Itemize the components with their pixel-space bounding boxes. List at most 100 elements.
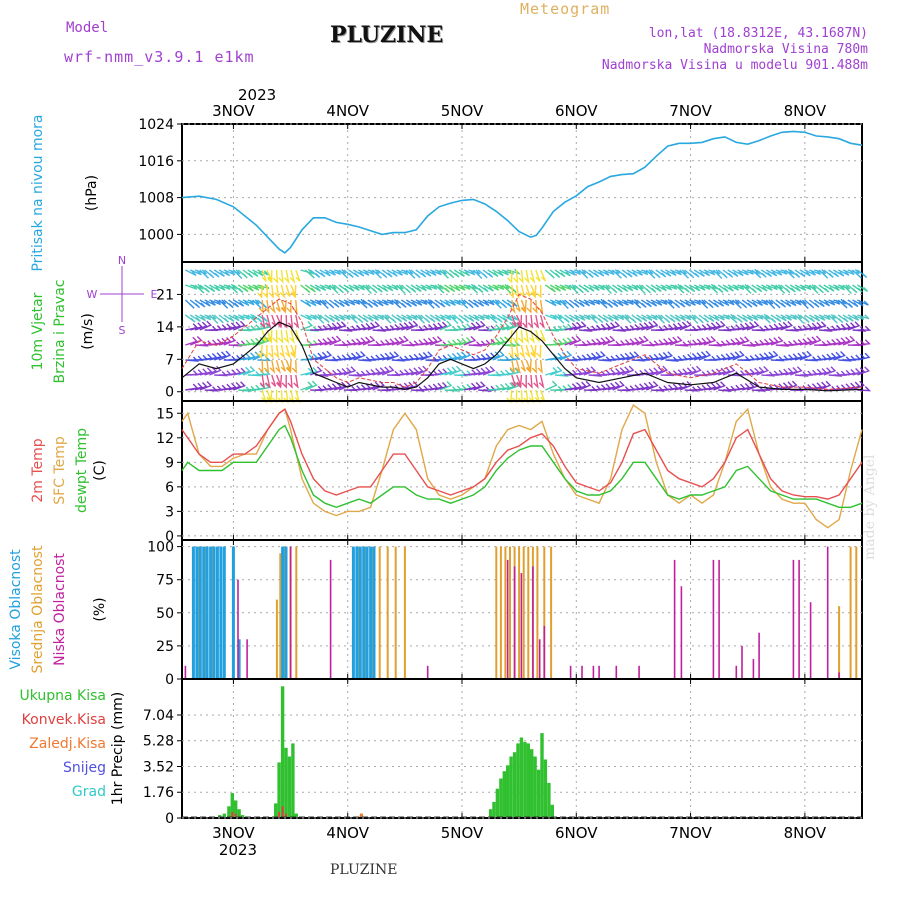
wind-barb [722, 313, 738, 320]
wind-barb [646, 367, 660, 376]
wind-barb [424, 299, 435, 309]
wind-barb [415, 284, 427, 292]
wind-barb [533, 374, 539, 389]
wind-barb [401, 269, 414, 275]
wind-barb [367, 269, 380, 275]
wind-barb [319, 337, 333, 346]
wind-barb [333, 284, 344, 294]
y-tick-label: 15 [156, 406, 174, 422]
wind-barb [278, 329, 284, 344]
wind-barb [515, 359, 522, 374]
wind-barb [549, 314, 563, 320]
wind-barb [439, 284, 450, 293]
wind-barb [641, 381, 655, 391]
wind-barb [223, 322, 237, 331]
cloud-low-bar [712, 559, 715, 678]
wind-barb [415, 314, 425, 324]
wind-barb [439, 299, 451, 307]
precip-conv-bar [278, 812, 281, 817]
wind-barb [785, 367, 799, 376]
wind-barb [518, 329, 524, 344]
cloud-low-bar [246, 639, 248, 678]
y-axis-label: dewpt Temp [74, 428, 90, 513]
wind-barb [650, 299, 663, 306]
precip-total-bar [492, 801, 496, 817]
cloud-low-bar [826, 546, 829, 678]
cloud-mid-bar [295, 546, 298, 678]
wind-barb [372, 367, 386, 376]
precip-legend-entry: Konvek.Kisa [22, 712, 106, 728]
precip-legend-entry: Ukupna Kisa [19, 688, 106, 704]
wind-barb [478, 326, 492, 332]
cloud-low-bar [289, 546, 292, 678]
wind-barb [477, 284, 489, 293]
wind-barb [756, 366, 770, 376]
wind-barb [612, 269, 622, 279]
wind-barb [444, 299, 456, 306]
wind-barb [617, 386, 632, 392]
wind-barb [305, 326, 320, 332]
wind-barb [578, 299, 590, 307]
precip-total-bar [274, 803, 278, 817]
wind-barb [425, 269, 437, 277]
wind-barb [453, 314, 464, 324]
wind-barb [670, 322, 684, 331]
wind-barb [732, 337, 746, 346]
cloud-mid-bar [849, 546, 852, 678]
wind-barb [265, 314, 272, 329]
wind-barb [857, 386, 872, 392]
wind-barb [597, 336, 611, 346]
wind-barb [233, 299, 245, 307]
wind-barb [597, 269, 610, 276]
y-tick-label: 21 [156, 287, 174, 303]
wind-barb [405, 314, 418, 321]
wind-barb [463, 336, 477, 346]
wind-barb [537, 359, 543, 374]
precip-legend-entry: Zaledj.Kisa [29, 736, 106, 752]
wind-barb [497, 336, 510, 346]
wind-barb [507, 269, 513, 284]
wind-barb [482, 269, 494, 278]
wind-barb [429, 269, 442, 276]
wind-barb [189, 299, 201, 309]
wind-barb [837, 284, 851, 290]
wind-barb [789, 366, 803, 376]
wind-barb [367, 321, 381, 331]
wind-barb [746, 381, 760, 391]
y-tick-label: 5.28 [143, 734, 174, 750]
y-tick-label: 1000 [138, 227, 174, 243]
wind-barb [598, 356, 613, 362]
wind-barb [526, 299, 532, 314]
wind-barb [539, 269, 547, 282]
cloud-high-bar [222, 546, 226, 678]
wind-barb [617, 366, 630, 376]
wind-barb [529, 329, 535, 344]
y-axis-label: (hPa) [84, 175, 100, 211]
wind-barb [223, 269, 236, 276]
wind-barb [285, 359, 292, 374]
wind-barb [746, 284, 757, 294]
wind-barb [492, 299, 502, 309]
wind-barb [645, 320, 659, 331]
wind-barb [285, 284, 291, 297]
wind-barb [708, 341, 723, 347]
wind-barb [641, 341, 656, 347]
wind-barb [626, 299, 639, 305]
wind-barb [679, 299, 691, 307]
wind-barb [593, 284, 605, 291]
wind-barb [674, 284, 685, 294]
wind-barb [804, 356, 819, 362]
wind-barb [679, 284, 690, 293]
wind-barb [218, 269, 231, 277]
wind-barb [501, 284, 512, 294]
wind-barb [257, 369, 271, 376]
y-axis-label: (C) [92, 460, 108, 481]
wind-barb [290, 344, 297, 359]
wind-barb [703, 336, 717, 346]
meteogram-label: Meteogram [520, 0, 611, 18]
wind-barb [626, 351, 640, 361]
cloud-high-bar [195, 546, 199, 678]
wind-barb [430, 283, 445, 290]
wind-barb [463, 322, 477, 331]
